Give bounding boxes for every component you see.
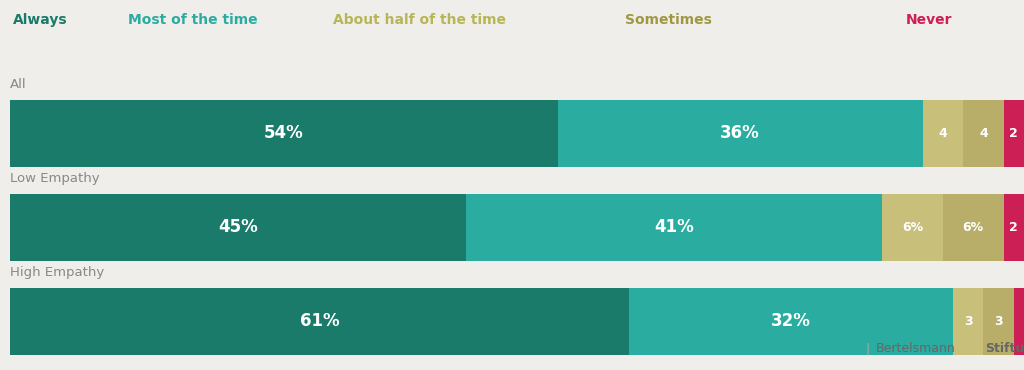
FancyBboxPatch shape — [943, 194, 1004, 261]
FancyBboxPatch shape — [10, 288, 629, 355]
Text: 4: 4 — [939, 127, 947, 140]
FancyBboxPatch shape — [1004, 194, 1024, 261]
FancyBboxPatch shape — [923, 100, 964, 167]
Text: 6%: 6% — [902, 221, 923, 234]
FancyBboxPatch shape — [953, 288, 983, 355]
FancyBboxPatch shape — [1004, 100, 1024, 167]
Text: 61%: 61% — [300, 312, 339, 330]
Text: 2: 2 — [1010, 221, 1018, 234]
FancyBboxPatch shape — [558, 100, 923, 167]
Text: Always: Always — [13, 13, 68, 27]
FancyBboxPatch shape — [629, 288, 953, 355]
Text: 3: 3 — [964, 315, 973, 328]
Text: 2: 2 — [1010, 127, 1018, 140]
Text: All: All — [10, 78, 27, 91]
Text: Low Empathy: Low Empathy — [10, 172, 100, 185]
Text: 32%: 32% — [771, 312, 811, 330]
FancyBboxPatch shape — [1014, 288, 1024, 355]
Text: Sometimes: Sometimes — [625, 13, 712, 27]
FancyBboxPatch shape — [964, 100, 1004, 167]
Text: 45%: 45% — [218, 218, 258, 236]
Text: 6%: 6% — [963, 221, 984, 234]
FancyBboxPatch shape — [467, 194, 882, 261]
FancyBboxPatch shape — [10, 100, 558, 167]
Text: 4: 4 — [979, 127, 988, 140]
Text: 36%: 36% — [720, 124, 760, 142]
Text: About half of the time: About half of the time — [333, 13, 506, 27]
Text: 41%: 41% — [654, 218, 694, 236]
Text: Most of the time: Most of the time — [128, 13, 258, 27]
Text: 3: 3 — [994, 315, 1002, 328]
Text: Never: Never — [906, 13, 952, 27]
FancyBboxPatch shape — [983, 288, 1014, 355]
Text: Stiftung: Stiftung — [985, 342, 1024, 355]
FancyBboxPatch shape — [882, 194, 943, 261]
Text: |: | — [865, 342, 869, 355]
Text: 54%: 54% — [264, 124, 304, 142]
Text: Bertelsmann: Bertelsmann — [876, 342, 955, 355]
Text: High Empathy: High Empathy — [10, 266, 104, 279]
FancyBboxPatch shape — [10, 194, 467, 261]
